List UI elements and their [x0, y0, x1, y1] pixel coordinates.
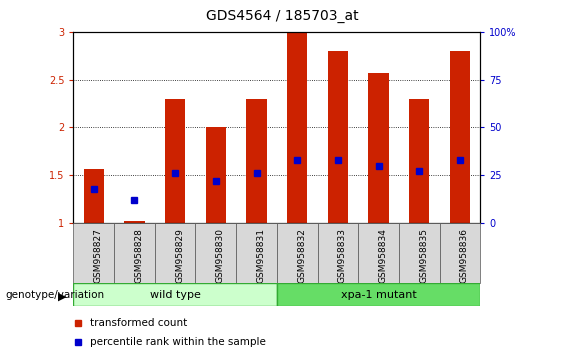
- Bar: [236, 223, 277, 283]
- Bar: [165, 99, 185, 223]
- Text: wild type: wild type: [150, 290, 201, 300]
- Text: GSM958831: GSM958831: [257, 228, 266, 283]
- Bar: [440, 223, 480, 283]
- Text: xpa-1 mutant: xpa-1 mutant: [341, 290, 416, 300]
- Bar: [114, 223, 155, 283]
- Bar: [195, 223, 236, 283]
- Text: GSM958834: GSM958834: [379, 228, 388, 283]
- Text: GSM958829: GSM958829: [175, 228, 184, 283]
- Bar: [246, 99, 267, 223]
- Bar: [399, 223, 440, 283]
- Text: percentile rank within the sample: percentile rank within the sample: [90, 337, 266, 347]
- Bar: [124, 221, 145, 223]
- Bar: [368, 73, 389, 223]
- Bar: [358, 223, 399, 283]
- Bar: [318, 223, 358, 283]
- Text: transformed count: transformed count: [90, 318, 188, 329]
- Text: ▶: ▶: [58, 291, 67, 301]
- Text: GSM958828: GSM958828: [134, 228, 144, 283]
- Bar: [277, 283, 480, 306]
- Text: genotype/variation: genotype/variation: [6, 290, 105, 299]
- Bar: [328, 51, 348, 223]
- Text: GSM958835: GSM958835: [419, 228, 428, 283]
- Bar: [155, 223, 195, 283]
- Bar: [287, 32, 307, 223]
- Text: GSM958836: GSM958836: [460, 228, 469, 283]
- Bar: [277, 223, 318, 283]
- Text: GSM958832: GSM958832: [297, 228, 306, 283]
- Bar: [450, 51, 470, 223]
- Text: GSM958833: GSM958833: [338, 228, 347, 283]
- Bar: [73, 223, 114, 283]
- Text: GDS4564 / 185703_at: GDS4564 / 185703_at: [206, 9, 359, 23]
- Bar: [73, 283, 277, 306]
- Bar: [84, 169, 104, 223]
- Text: GSM958830: GSM958830: [216, 228, 225, 283]
- Bar: [206, 127, 226, 223]
- Bar: [409, 99, 429, 223]
- Text: GSM958827: GSM958827: [94, 228, 103, 283]
